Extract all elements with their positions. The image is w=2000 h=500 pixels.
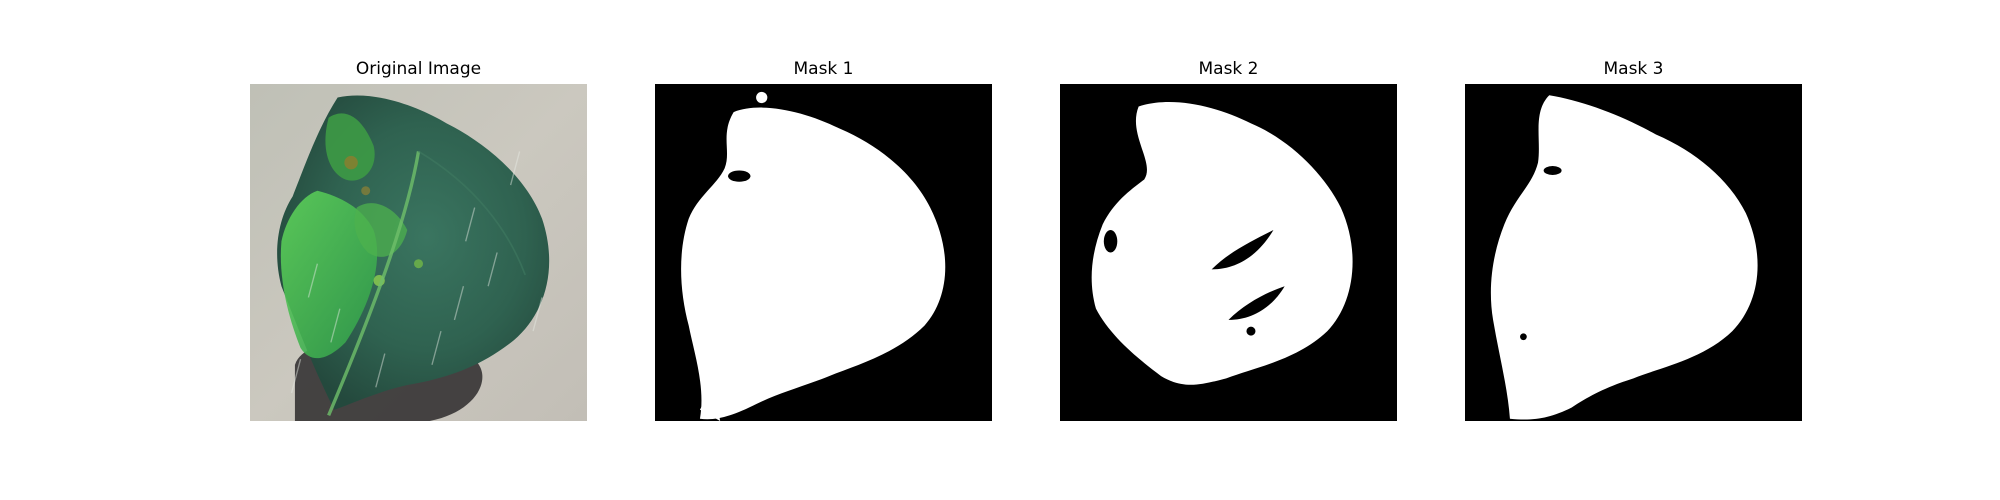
original-leaf-photo (250, 84, 587, 421)
panel-title: Mask 1 (793, 59, 854, 79)
panel-title: Mask 2 (1198, 59, 1259, 79)
panel-title: Original Image (355, 59, 482, 79)
panel-mask-1: Mask 1 (655, 56, 992, 421)
panel-mask-3: Mask 3 (1465, 56, 1802, 421)
segmentation-mask-1 (655, 84, 992, 421)
segmentation-mask-2 (1060, 84, 1397, 421)
panel-original-image: Original Image (250, 56, 587, 421)
panel-title: Mask 3 (1603, 59, 1664, 79)
segmentation-mask-3 (1465, 84, 1802, 421)
panel-mask-2: Mask 2 (1060, 56, 1397, 421)
